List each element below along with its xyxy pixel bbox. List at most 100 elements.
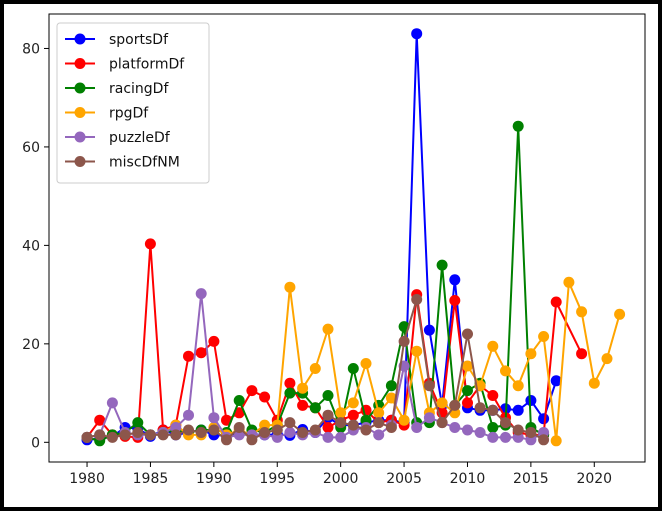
data-point [462, 385, 473, 397]
data-point [538, 331, 550, 342]
data-point [525, 395, 537, 406]
data-point [423, 380, 435, 392]
data-point [322, 422, 334, 433]
legend-swatch-marker [74, 58, 86, 69]
legend-label: sportsDf [109, 32, 169, 48]
x-tick-label: 1980 [69, 471, 105, 487]
data-point [538, 434, 550, 446]
data-point [94, 414, 106, 426]
data-point [297, 427, 309, 438]
legend-entry: puzzleDf [65, 130, 171, 146]
data-point [347, 419, 359, 431]
data-point [183, 424, 194, 436]
data-point [449, 274, 461, 286]
data-point [550, 375, 562, 387]
data-point [284, 417, 296, 429]
data-point [550, 435, 562, 447]
data-point [614, 308, 626, 320]
x-tick-label: 2015 [513, 471, 549, 487]
data-point [144, 238, 156, 250]
x-tick-label: 2000 [323, 471, 359, 487]
data-point [284, 387, 296, 399]
data-point [271, 424, 283, 436]
data-point [157, 429, 169, 441]
data-point [309, 402, 321, 414]
x-tick-label: 1985 [133, 471, 169, 487]
legend-entry: miscDfNM [65, 155, 180, 171]
x-tick-label: 2020 [576, 471, 612, 487]
data-point [411, 294, 423, 305]
plot-area-frame [48, 13, 646, 463]
data-point [449, 422, 461, 433]
data-point [411, 345, 423, 357]
data-point [525, 427, 537, 438]
data-point [183, 350, 194, 362]
data-point [132, 417, 144, 429]
x-tick-label: 2010 [450, 471, 486, 487]
data-point [385, 380, 397, 392]
data-point [512, 424, 524, 436]
data-point [297, 382, 309, 394]
data-point [373, 407, 385, 419]
data-point [297, 399, 309, 411]
data-point [233, 395, 245, 406]
y-tick-label: 20 [22, 337, 40, 353]
data-point [398, 414, 410, 426]
data-point [487, 422, 499, 433]
x-tick-label: 1990 [196, 471, 232, 487]
series-miscDfNM [81, 294, 550, 446]
data-point [360, 424, 372, 436]
data-point [246, 434, 258, 446]
data-point [309, 363, 321, 374]
data-point [411, 422, 423, 433]
data-point [601, 353, 613, 365]
data-point [436, 397, 448, 409]
series-layer [81, 28, 626, 447]
data-point [588, 377, 600, 389]
legend-swatch-marker [74, 82, 86, 94]
data-point [309, 424, 321, 436]
legend-entry: platformDf [65, 57, 185, 73]
data-point [132, 427, 144, 438]
data-point [322, 323, 334, 335]
data-point [233, 422, 245, 433]
legend-swatch-marker [74, 131, 86, 143]
data-point [106, 397, 118, 409]
data-point [81, 431, 93, 443]
data-point [119, 429, 131, 441]
data-point [373, 429, 385, 441]
legend-entry: rpgDf [65, 106, 149, 122]
data-point [322, 409, 334, 421]
data-point [525, 348, 537, 360]
data-point [144, 429, 156, 441]
data-point [322, 431, 334, 443]
data-point [487, 431, 499, 443]
data-point [170, 429, 182, 441]
data-point [106, 431, 118, 443]
data-point [411, 28, 423, 40]
data-point [259, 391, 271, 403]
legend-entry: sportsDf [65, 32, 169, 48]
data-point [385, 422, 397, 433]
data-point [208, 335, 220, 347]
legend-label: racingDf [109, 81, 169, 97]
data-point [500, 365, 511, 377]
legend-swatch-marker [74, 156, 86, 167]
data-point [462, 328, 473, 340]
data-point [474, 402, 486, 414]
data-point [347, 409, 359, 421]
data-point [563, 276, 575, 288]
data-point [347, 397, 359, 409]
data-point [246, 385, 258, 397]
data-point [335, 431, 347, 443]
data-point [335, 407, 347, 419]
data-point [512, 120, 524, 132]
data-point [576, 306, 588, 318]
x-tick-label: 1995 [259, 471, 295, 487]
data-point [436, 417, 448, 429]
data-point [487, 340, 499, 352]
data-point [195, 288, 207, 300]
legend-label: platformDf [109, 57, 185, 73]
legend-label: puzzleDf [109, 130, 171, 146]
